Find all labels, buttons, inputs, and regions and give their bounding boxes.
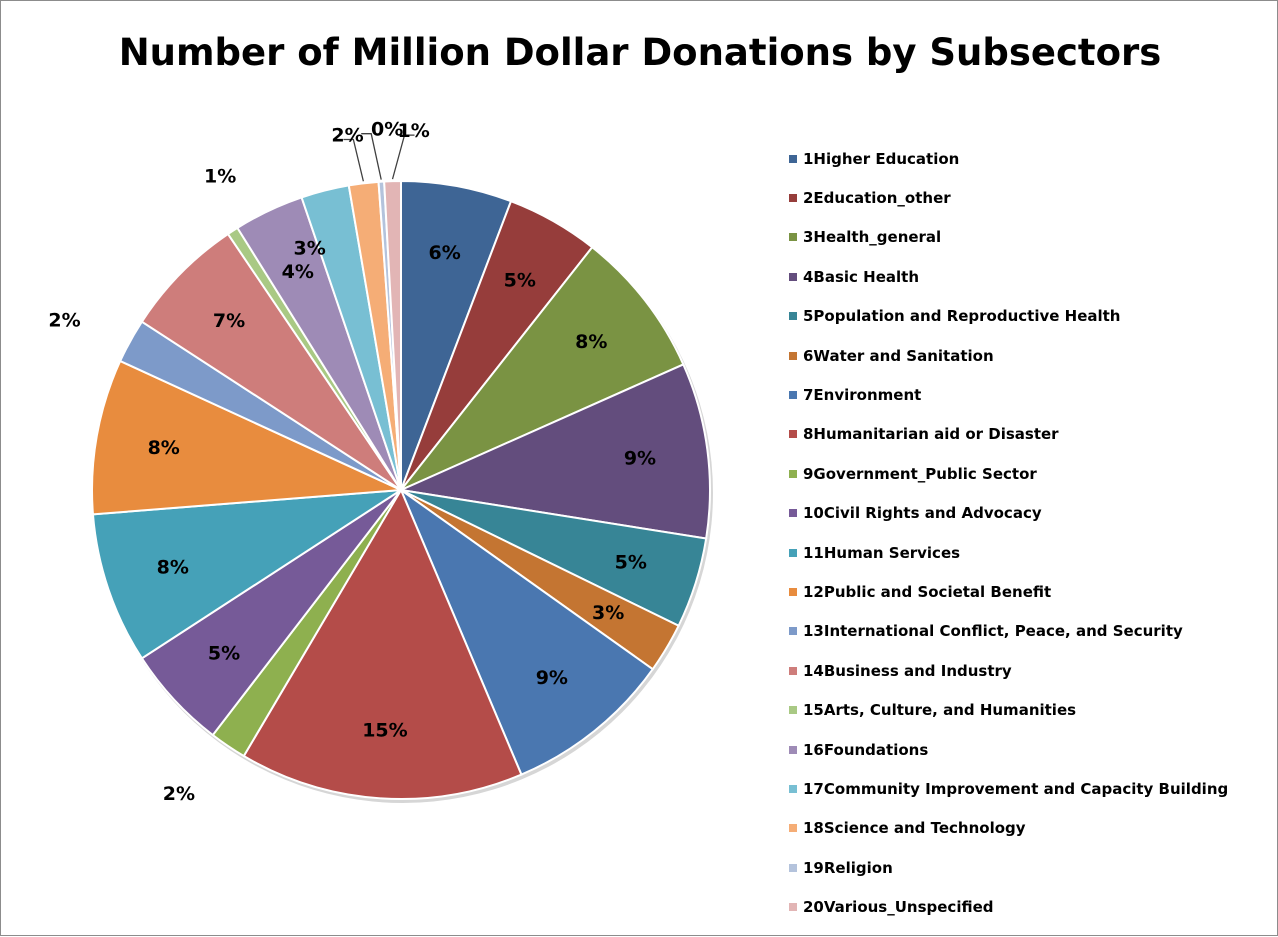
legend-swatch: [789, 391, 797, 400]
legend-label: 2Education_other: [803, 189, 951, 208]
data-label-19: 0%: [371, 119, 403, 141]
legend-item-16: 16Foundations: [789, 730, 1228, 769]
legend-label: 7Environment: [803, 386, 922, 405]
legend-label: 9Government_Public Sector: [803, 464, 1037, 483]
leader-line-18: [343, 138, 365, 182]
legend-item-20: 20Various_Unspecified: [789, 887, 1228, 926]
legend-swatch: [789, 587, 797, 596]
data-label-2: 5%: [504, 269, 536, 291]
legend-swatch: [789, 509, 797, 518]
legend-label: 8Humanitarian aid or Disaster: [803, 425, 1059, 444]
data-label-3: 8%: [575, 331, 607, 353]
legend-swatch: [789, 824, 797, 833]
pie-slice-12: [91, 359, 405, 516]
legend-item-15: 15Arts, Culture, and Humanities: [789, 690, 1228, 729]
legend-item-10: 10Civil Rights and Advocacy: [789, 494, 1228, 533]
legend-label: 19Religion: [803, 858, 893, 877]
legend-item-12: 12Public and Societal Benefit: [789, 572, 1228, 611]
legend-item-11: 11Human Services: [789, 533, 1228, 572]
legend-label: 13International Conflict, Peace, and Sec…: [803, 622, 1183, 641]
pie-slice-20: [383, 179, 402, 491]
legend-item-8: 8Humanitarian aid or Disaster: [789, 415, 1228, 454]
data-label-15: 1%: [204, 165, 236, 187]
legend-label: 11Human Services: [803, 543, 961, 562]
legend-swatch: [789, 430, 797, 439]
legend-item-5: 5Population and Reproductive Health: [789, 297, 1228, 336]
legend-label: 18Science and Technology: [803, 819, 1026, 838]
legend-item-9: 9Government_Public Sector: [789, 454, 1228, 493]
leader-line-19: [361, 133, 382, 180]
legend-item-4: 4Basic Health: [789, 257, 1228, 296]
data-label-12: 8%: [148, 437, 180, 459]
legend-item-17: 17Community Improvement and Capacity Bui…: [789, 769, 1228, 808]
data-label-9: 2%: [163, 783, 195, 805]
legend-label: 17Community Improvement and Capacity Bui…: [803, 779, 1229, 798]
pie-slice-8: [242, 487, 523, 800]
data-label-5: 5%: [615, 552, 647, 574]
data-label-18: 2%: [331, 125, 363, 147]
leader-line-20: [391, 134, 415, 180]
legend-item-6: 6Water and Sanitation: [789, 336, 1228, 375]
pie-slice-14: [140, 232, 402, 491]
data-label-8: 15%: [362, 719, 407, 741]
legend-swatch: [789, 666, 797, 675]
legend-swatch: [789, 706, 797, 715]
pie-slice-7: [398, 487, 655, 776]
legend-swatch: [789, 903, 797, 912]
legend-label: 5Population and Reproductive Health: [803, 307, 1121, 326]
data-label-14: 7%: [213, 310, 245, 332]
legend-item-18: 18Science and Technology: [789, 809, 1228, 848]
legend-item-2: 2Education_other: [789, 178, 1228, 217]
legend-label: 10Civil Rights and Advocacy: [803, 504, 1042, 523]
data-label-20: 1%: [398, 120, 430, 142]
legend-swatch: [789, 312, 797, 321]
legend-swatch: [789, 863, 797, 872]
data-label-6: 3%: [592, 602, 624, 624]
legend-swatch: [789, 154, 797, 163]
legend-item-14: 14Business and Industry: [789, 651, 1228, 690]
pie-slice-11: [91, 489, 402, 660]
data-label-13: 2%: [48, 310, 80, 332]
data-label-16: 4%: [282, 261, 314, 283]
legend-item-7: 7Environment: [789, 375, 1228, 414]
data-label-10: 5%: [208, 643, 240, 665]
legend-label: 6Water and Sanitation: [803, 346, 994, 365]
data-label-1: 6%: [428, 242, 460, 264]
legend-item-19: 19Religion: [789, 848, 1228, 887]
pie-slice-3: [400, 245, 685, 491]
legend-item-13: 13International Conflict, Peace, and Sec…: [789, 612, 1228, 651]
legend-label: 20Various_Unspecified: [803, 898, 994, 917]
legend-label: 4Basic Health: [803, 267, 920, 286]
data-label-11: 8%: [157, 557, 189, 579]
data-label-7: 9%: [536, 667, 568, 689]
legend-label: 16Foundations: [803, 740, 929, 759]
legend-swatch: [789, 351, 797, 360]
legend-swatch: [789, 627, 797, 636]
pie-slice-4: [397, 363, 711, 540]
legend-swatch: [789, 194, 797, 203]
legend-label: 14Business and Industry: [803, 661, 1012, 680]
legend-label: 1Higher Education: [803, 149, 960, 168]
legend-label: 12Public and Societal Benefit: [803, 582, 1052, 601]
legend-item-3: 3Health_general: [789, 218, 1228, 257]
legend-swatch: [789, 233, 797, 242]
legend-item-1: 1Higher Education: [789, 139, 1228, 178]
legend-swatch: [789, 469, 797, 478]
legend-label: 15Arts, Culture, and Humanities: [803, 701, 1077, 720]
chart-title: Number of Million Dollar Donations by Su…: [118, 31, 1162, 74]
legend-swatch: [789, 272, 797, 281]
legend-swatch: [789, 784, 797, 793]
legend: 1Higher Education 2Education_other 3Health…: [789, 139, 1228, 927]
data-label-17: 3%: [294, 237, 326, 259]
legend-swatch: [789, 548, 797, 557]
legend-label: 3Health_general: [803, 228, 942, 247]
data-label-4: 9%: [624, 448, 656, 470]
legend-swatch: [789, 745, 797, 754]
